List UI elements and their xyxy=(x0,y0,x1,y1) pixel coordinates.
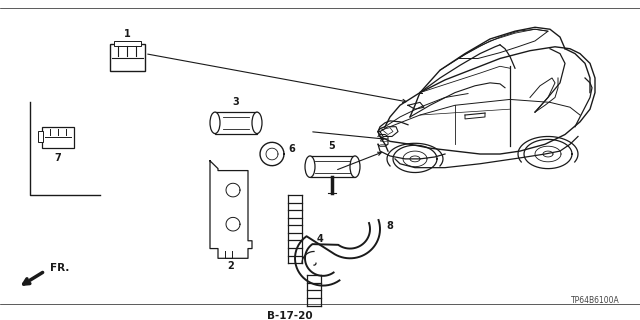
Bar xyxy=(215,112,257,133)
Ellipse shape xyxy=(252,112,262,133)
Bar xyxy=(310,156,355,177)
Text: TP64B6100A: TP64B6100A xyxy=(571,296,620,305)
Bar xyxy=(38,131,43,142)
Text: FR.: FR. xyxy=(50,263,69,273)
Ellipse shape xyxy=(350,156,360,177)
Ellipse shape xyxy=(210,112,220,133)
Text: 2: 2 xyxy=(228,261,234,271)
Text: 5: 5 xyxy=(328,141,335,151)
Text: 3: 3 xyxy=(232,97,239,107)
Ellipse shape xyxy=(305,156,315,177)
Text: 6: 6 xyxy=(289,144,296,154)
Bar xyxy=(110,44,145,71)
Bar xyxy=(42,127,74,148)
Text: 7: 7 xyxy=(54,153,61,163)
Bar xyxy=(114,41,141,46)
Text: B-17-20: B-17-20 xyxy=(267,311,313,320)
Text: 1: 1 xyxy=(124,29,131,39)
Text: 4: 4 xyxy=(317,234,323,244)
Text: 8: 8 xyxy=(387,221,394,231)
